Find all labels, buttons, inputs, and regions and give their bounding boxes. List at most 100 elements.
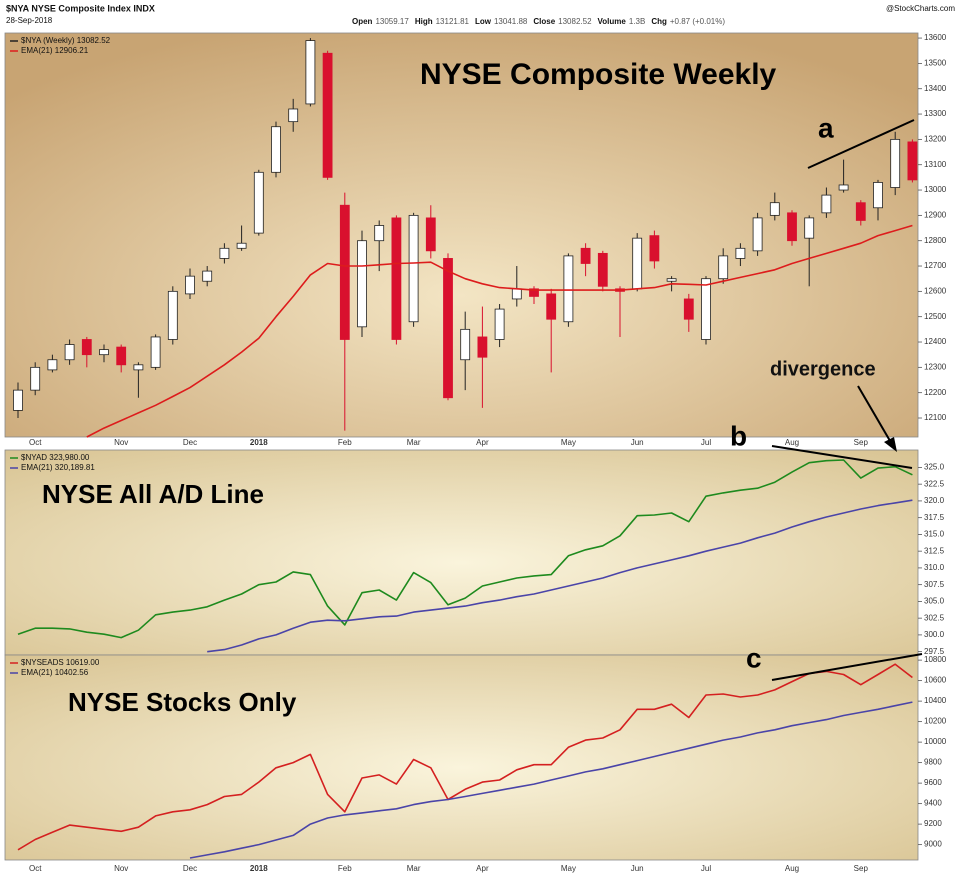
candle-body bbox=[649, 235, 660, 262]
date: 28-Sep-2018 bbox=[6, 16, 53, 25]
y-tick-label: 13400 bbox=[924, 84, 947, 93]
x-tick-label: May bbox=[561, 438, 576, 447]
candle-body bbox=[511, 288, 522, 300]
x-tick-label: Sep bbox=[854, 864, 869, 873]
x-tick-label: Nov bbox=[114, 864, 128, 873]
candle-body bbox=[477, 336, 488, 358]
quote-value: 1.3B bbox=[629, 17, 645, 26]
candle-body bbox=[855, 202, 866, 221]
candle-body bbox=[529, 288, 539, 297]
candle-body bbox=[185, 275, 195, 295]
candle-body bbox=[99, 349, 109, 356]
trend-line bbox=[771, 445, 913, 469]
candle-body bbox=[374, 225, 385, 242]
series-line bbox=[207, 499, 913, 653]
x-tick-label: Oct bbox=[29, 864, 42, 873]
candle-body bbox=[13, 389, 23, 411]
x-tick-label: Jun bbox=[631, 438, 644, 447]
y-tick-label: 12600 bbox=[924, 286, 947, 295]
candle-body bbox=[546, 293, 557, 320]
candle-body bbox=[890, 138, 901, 188]
annotation: b bbox=[730, 420, 747, 451]
candle-body bbox=[339, 204, 350, 340]
y-tick-label: 12900 bbox=[924, 210, 947, 219]
candle-body bbox=[236, 242, 247, 249]
candle-body bbox=[322, 52, 333, 178]
series-line bbox=[189, 701, 913, 859]
candle-body bbox=[666, 278, 677, 282]
legend-label: $NYA (Weekly) 13082.52 bbox=[21, 36, 111, 45]
quote-label: Low bbox=[475, 17, 492, 26]
y-tick-label: 320.0 bbox=[924, 496, 945, 505]
candle-body bbox=[563, 255, 574, 323]
quote-label: Volume bbox=[598, 17, 627, 26]
panel-title: NYSE Stocks Only bbox=[68, 687, 297, 717]
y-tick-label: 10800 bbox=[924, 655, 947, 664]
candle-body bbox=[804, 217, 815, 239]
candle-body bbox=[357, 240, 367, 328]
y-tick-label: 307.5 bbox=[924, 580, 945, 589]
candle-body bbox=[219, 247, 230, 259]
y-tick-label: 13000 bbox=[924, 185, 947, 194]
candle-body bbox=[597, 252, 608, 287]
y-tick-label: 9800 bbox=[924, 758, 942, 767]
annotation: divergence bbox=[770, 358, 876, 380]
x-tick-label: Mar bbox=[407, 864, 421, 873]
candle-body bbox=[735, 247, 746, 259]
arrow-head bbox=[884, 437, 897, 452]
x-tick-label: Feb bbox=[338, 864, 352, 873]
candle-body bbox=[305, 40, 316, 105]
x-tick-label: Mar bbox=[407, 438, 421, 447]
source: @StockCharts.com bbox=[886, 4, 955, 13]
candle-body bbox=[580, 247, 591, 264]
annotation: c bbox=[746, 642, 762, 673]
candle-body bbox=[167, 290, 178, 340]
series-line bbox=[17, 459, 913, 639]
arrow bbox=[857, 385, 894, 447]
annotation: a bbox=[818, 112, 834, 143]
panel-background bbox=[4, 654, 919, 861]
x-tick-label: 2018 bbox=[250, 438, 268, 447]
y-tick-label: 13500 bbox=[924, 59, 947, 68]
x-tick-label: Jul bbox=[701, 438, 711, 447]
y-tick-label: 312.5 bbox=[924, 546, 945, 555]
x-tick-label: 2018 bbox=[250, 864, 268, 873]
quote-value: 13041.88 bbox=[494, 17, 528, 26]
chart-title: NYSE Composite Weekly bbox=[420, 58, 777, 91]
legend-label: EMA(21) 320,189.81 bbox=[21, 463, 95, 472]
y-tick-label: 325.0 bbox=[924, 463, 945, 472]
y-tick-label: 13100 bbox=[924, 160, 947, 169]
candle-body bbox=[752, 217, 763, 252]
y-tick-label: 322.5 bbox=[924, 479, 945, 488]
y-tick-label: 9600 bbox=[924, 778, 942, 787]
x-tick-label: Sep bbox=[854, 438, 869, 447]
y-tick-label: 9400 bbox=[924, 799, 942, 808]
candle-body bbox=[494, 308, 505, 340]
y-tick-label: 12100 bbox=[924, 413, 947, 422]
candle-body bbox=[288, 108, 299, 123]
y-tick-label: 10600 bbox=[924, 676, 947, 685]
quote: Open 13059.17 High 13121.81 Low 13041.88 Close… bbox=[352, 17, 725, 26]
x-tick-label: Aug bbox=[785, 438, 799, 447]
x-tick-label: Dec bbox=[183, 438, 197, 447]
x-tick-label: Aug bbox=[785, 864, 799, 873]
candle-body bbox=[718, 255, 729, 280]
quote-label: Open bbox=[352, 17, 373, 26]
quote-label: High bbox=[415, 17, 433, 26]
candle-body bbox=[769, 202, 780, 216]
y-tick-label: 13600 bbox=[924, 33, 947, 42]
candle-body bbox=[425, 217, 436, 252]
candle-body bbox=[133, 364, 144, 371]
candle-body bbox=[443, 258, 453, 399]
y-tick-label: 297.5 bbox=[924, 647, 945, 656]
x-tick-label: Nov bbox=[114, 438, 128, 447]
y-tick-label: 300.0 bbox=[924, 630, 945, 639]
y-tick-label: 10200 bbox=[924, 717, 947, 726]
candle-body bbox=[150, 336, 161, 368]
candle-body bbox=[683, 298, 694, 320]
candle-body bbox=[271, 126, 281, 173]
candle-body bbox=[821, 194, 832, 214]
y-tick-label: 10000 bbox=[924, 737, 947, 746]
quote-value: 13082.52 bbox=[558, 17, 592, 26]
